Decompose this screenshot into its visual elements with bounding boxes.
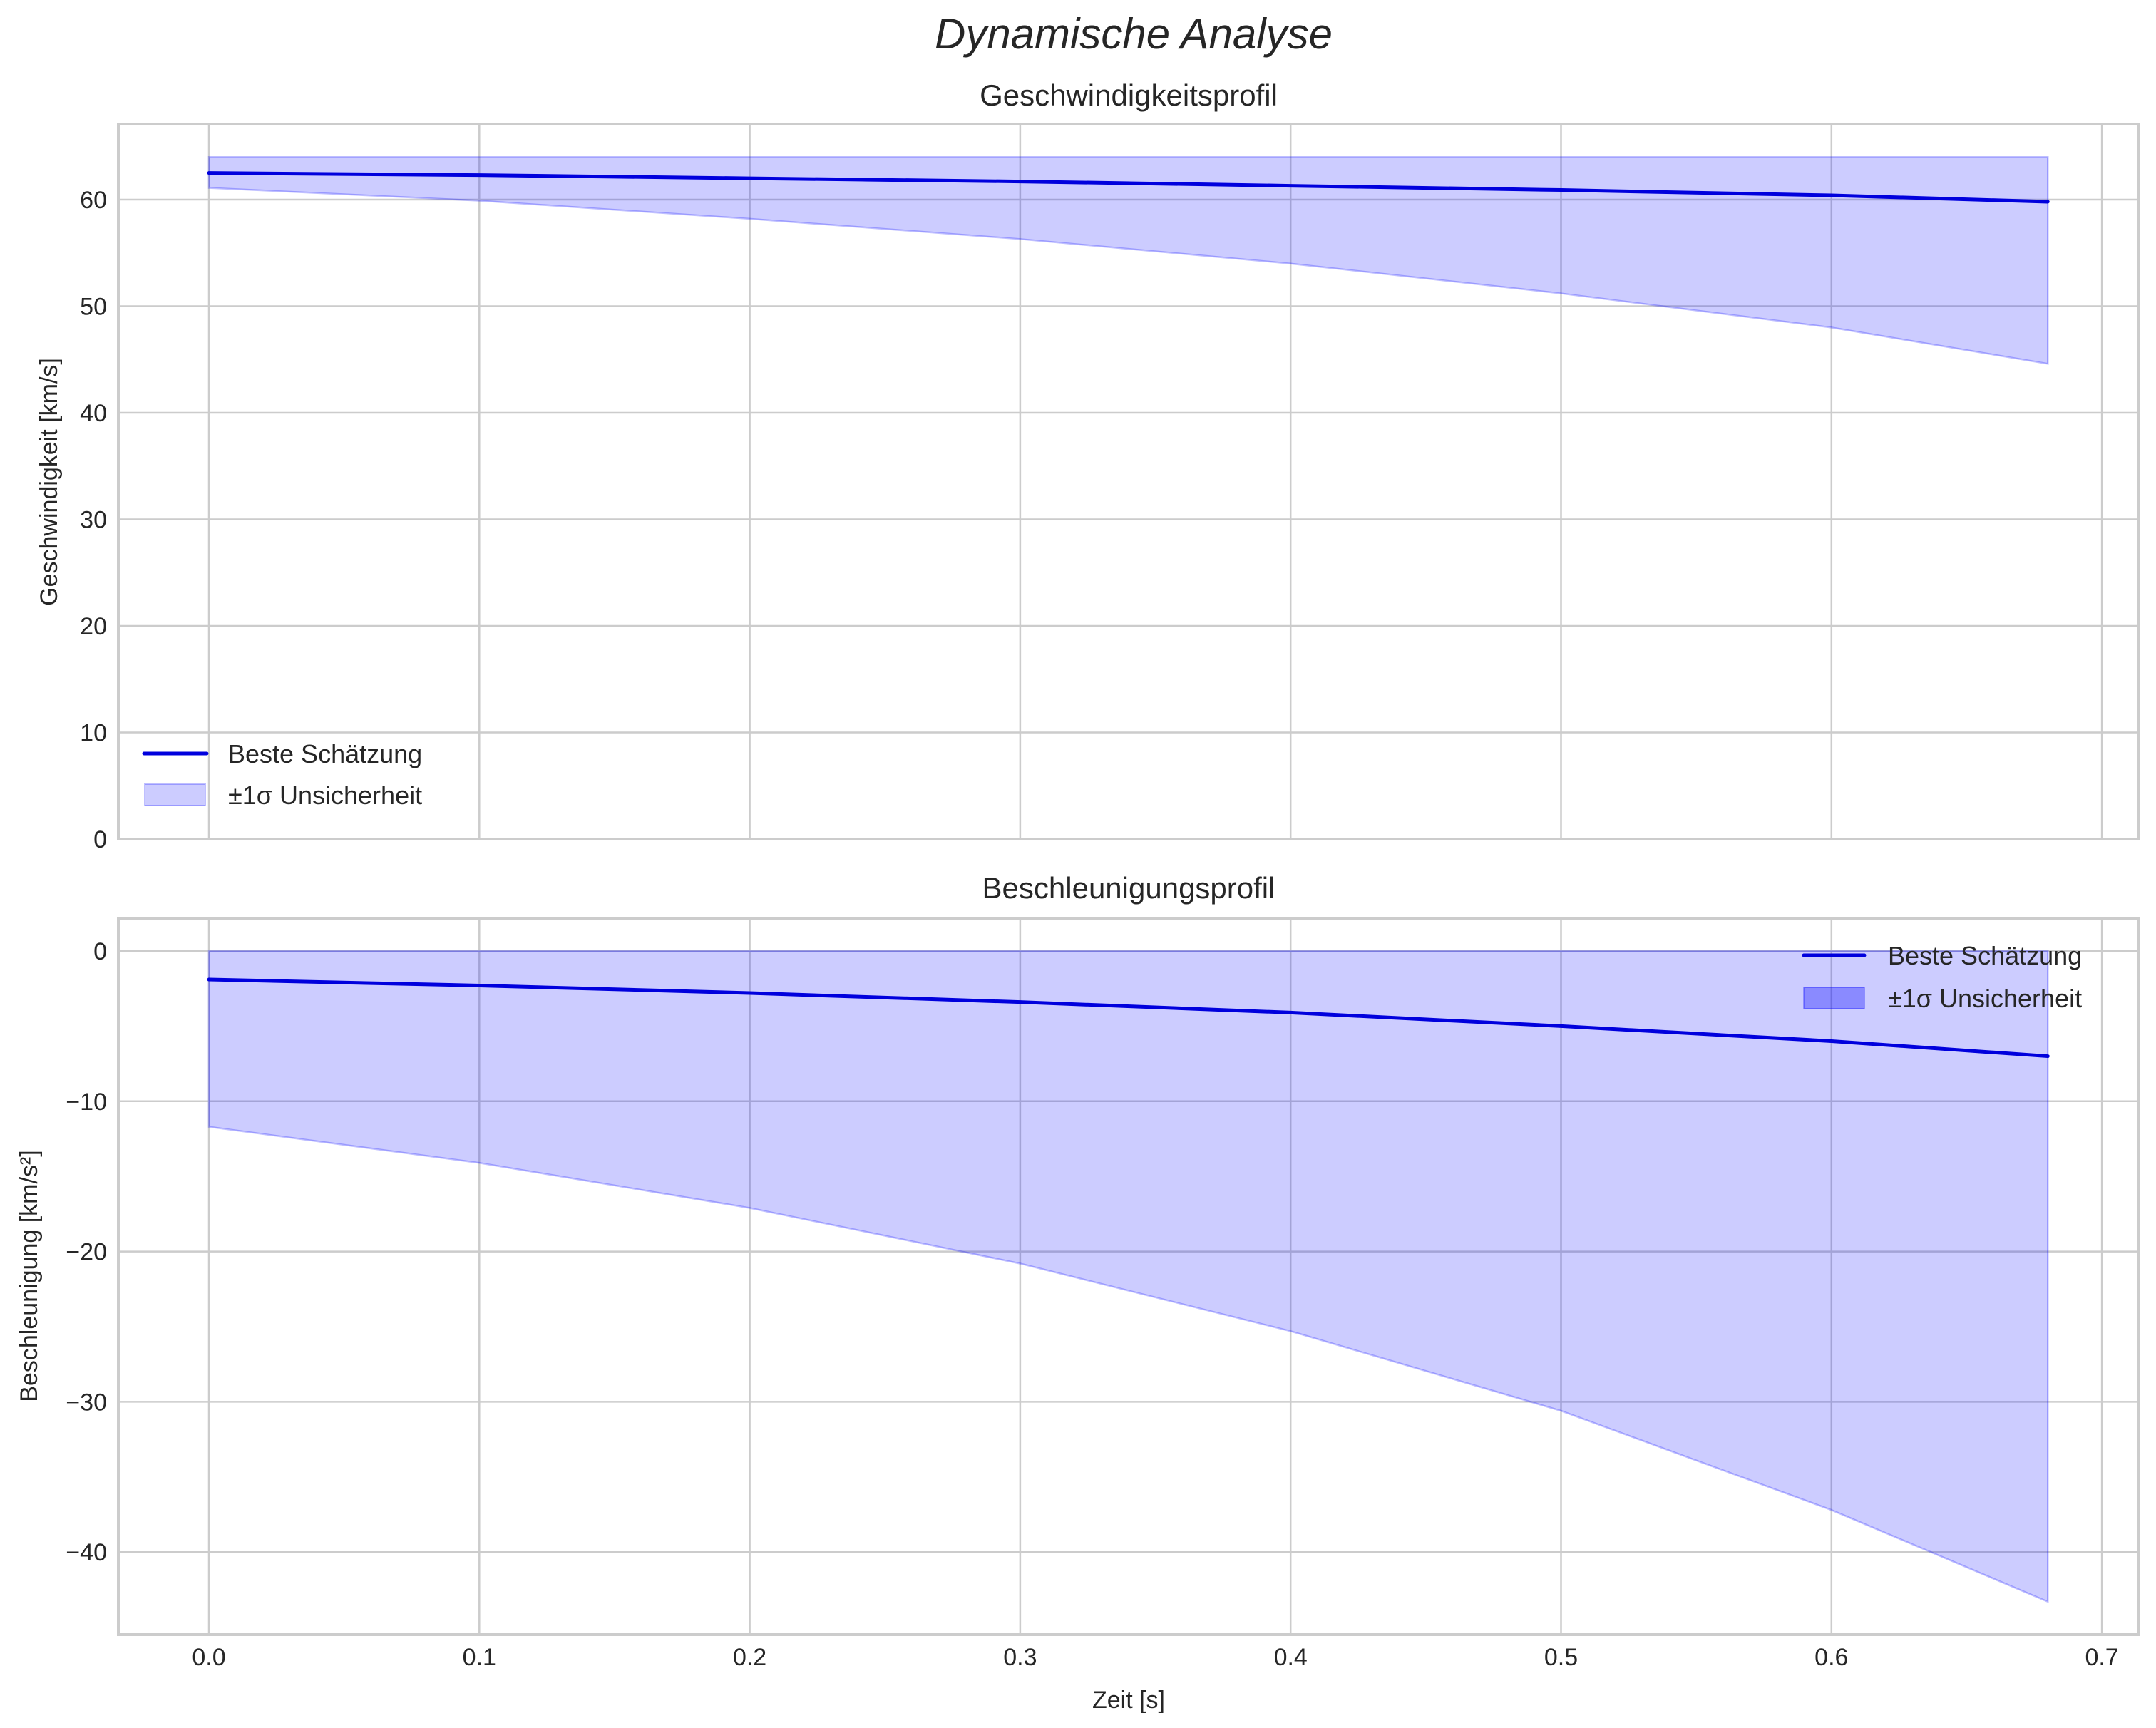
acceleration-yticks: 0 −10 −20 −30 −40 — [66, 938, 107, 1566]
velocity-axes-frame — [117, 123, 2140, 840]
y-tick-label: −20 — [66, 1239, 107, 1266]
x-tick-label: 0.7 — [2085, 1644, 2118, 1671]
acceleration-plot: Beschleunigungsprofil 0−10−20−30−40 0.0 0… — [16, 871, 2140, 1714]
y-tick-label: 0 — [93, 826, 107, 853]
acceleration-axes-frame — [117, 917, 2140, 1636]
velocity-data — [207, 155, 2050, 365]
x-tick-label: 0.0 — [192, 1644, 225, 1671]
acceleration-ylabel: Beschleunigung [km/s²] — [16, 1150, 43, 1402]
y-tick-label: 20 — [80, 613, 107, 640]
y-tick-label: −10 — [66, 1089, 107, 1116]
legend-band-icon — [144, 783, 206, 806]
acceleration-gridlines — [118, 918, 2139, 1635]
x-tick-label: 0.4 — [1274, 1644, 1308, 1671]
legend-label-best-estimate: Beste Schätzung — [1888, 941, 2082, 970]
x-tick-label: 0.5 — [1544, 1644, 1578, 1671]
legend-band-icon — [1803, 987, 1865, 1009]
legend-label-uncertainty: ±1σ Unsicherheit — [1888, 984, 2082, 1013]
y-tick-label: 60 — [80, 187, 107, 214]
best-estimate-line — [207, 171, 2050, 204]
x-tick-label: 0.6 — [1814, 1644, 1848, 1671]
velocity-yticks: 0 10 20 30 40 50 60 — [80, 187, 107, 853]
uncertainty-band — [207, 950, 2049, 1603]
y-tick-label: −40 — [66, 1539, 107, 1566]
x-tick-label: 0.2 — [733, 1644, 766, 1671]
y-tick-label: 0 — [93, 938, 107, 965]
uncertainty-band — [207, 155, 2049, 365]
x-axis-label: Zeit [s] — [1092, 1687, 1165, 1714]
y-tick-label: 40 — [80, 400, 107, 427]
acceleration-data — [207, 950, 2050, 1603]
acceleration-plot-title: Beschleunigungsprofil — [982, 871, 1275, 905]
x-axis-ticks: 0.0 0.1 0.2 0.3 0.4 0.5 0.6 0.7 — [192, 1644, 2118, 1671]
acceleration-legend: Beste Schätzung ±1σ Unsicherheit — [1802, 941, 2082, 1013]
y-tick-label: 50 — [80, 294, 107, 321]
legend-label-best-estimate: Beste Schätzung — [228, 739, 422, 768]
velocity-legend: Beste Schätzung ±1σ Unsicherheit — [142, 739, 422, 810]
y-tick-label: 30 — [80, 507, 107, 534]
x-tick-label: 0.3 — [1003, 1644, 1037, 1671]
velocity-ylabel: Geschwindigkeit [km/s] — [36, 358, 63, 606]
best-estimate-line — [207, 977, 2050, 1059]
x-tick-label: 0.1 — [463, 1644, 496, 1671]
velocity-gridlines — [118, 124, 2139, 840]
velocity-plot: Geschwindigkeitsprofil 0 10 20 30 40 50 60 Ges… — [36, 78, 2140, 853]
y-tick-label: −30 — [66, 1389, 107, 1416]
y-tick-label: 10 — [80, 720, 107, 747]
legend-label-uncertainty: ±1σ Unsicherheit — [228, 781, 422, 810]
velocity-plot-title: Geschwindigkeitsprofil — [980, 78, 1278, 112]
figure-title: Dynamische Analyse — [935, 10, 1333, 58]
